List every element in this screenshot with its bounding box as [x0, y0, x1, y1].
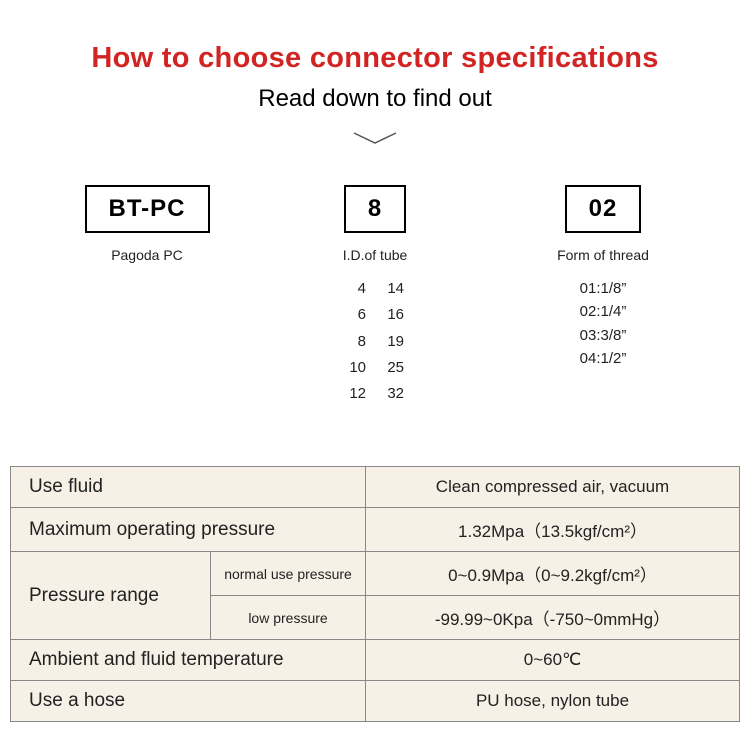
page-subtitle: Read down to find out	[0, 85, 750, 113]
thread-form-list: 01:1/8” 02:1/4” 03:3/8” 04:1/2”	[580, 277, 627, 370]
header: How to choose connector specifications R…	[0, 0, 750, 147]
code-label-tube: I.D.of tube	[343, 247, 408, 263]
spec-sublabel-low-pressure: low pressure	[211, 596, 366, 640]
chevron-down-icon	[0, 131, 750, 147]
spec-label-pressure-range: Pressure range	[11, 552, 211, 640]
spec-value-temperature: 0~60℃	[366, 640, 740, 681]
table-row: Ambient and fluid temperature 0~60℃	[11, 640, 740, 681]
spec-value-use-fluid: Clean compressed air, vacuum	[366, 467, 740, 508]
tube-size-value: 4	[346, 277, 366, 300]
code-breakdown-row: BT-PC Pagoda PC 8 I.D.of tube 4 14 6 16 …	[0, 185, 750, 405]
spec-label-temperature: Ambient and fluid temperature	[11, 640, 366, 681]
table-row: Use a hose PU hose, nylon tube	[11, 681, 740, 722]
table-row: Pressure range normal use pressure 0~0.9…	[11, 552, 740, 596]
spec-label-max-pressure: Maximum operating pressure	[11, 508, 366, 552]
code-column-model: BT-PC Pagoda PC	[77, 185, 217, 405]
table-row: Use fluid Clean compressed air, vacuum	[11, 467, 740, 508]
spec-value-hose: PU hose, nylon tube	[366, 681, 740, 722]
tube-size-value: 12	[346, 382, 366, 405]
code-column-tube: 8 I.D.of tube 4 14 6 16 8 19 10 25 12 32	[305, 185, 445, 405]
spec-label-use-fluid: Use fluid	[11, 467, 366, 508]
specifications-table: Use fluid Clean compressed air, vacuum M…	[10, 466, 740, 722]
tube-size-value: 14	[384, 277, 404, 300]
tube-size-value: 19	[384, 330, 404, 353]
code-box-thread: 02	[565, 185, 642, 233]
tube-size-value: 32	[384, 382, 404, 405]
spec-value-normal-pressure: 0~0.9Mpa（0~9.2kgf/cm²）	[366, 552, 740, 596]
spec-value-low-pressure: -99.99~0Kpa（-750~0mmHg）	[366, 596, 740, 640]
code-box-model: BT-PC	[85, 185, 210, 233]
thread-form-item: 03:3/8”	[580, 324, 627, 347]
spec-value-max-pressure: 1.32Mpa（13.5kgf/cm²）	[366, 508, 740, 552]
tube-size-value: 6	[346, 303, 366, 326]
tube-size-value: 16	[384, 303, 404, 326]
page-title: How to choose connector specifications	[0, 42, 750, 75]
code-label-model: Pagoda PC	[111, 247, 183, 263]
code-box-tube: 8	[344, 185, 406, 233]
code-column-thread: 02 Form of thread 01:1/8” 02:1/4” 03:3/8…	[533, 185, 673, 405]
spec-label-hose: Use a hose	[11, 681, 366, 722]
spec-sublabel-normal-pressure: normal use pressure	[211, 552, 366, 596]
tube-size-grid: 4 14 6 16 8 19 10 25 12 32	[346, 277, 404, 405]
table-row: Maximum operating pressure 1.32Mpa（13.5k…	[11, 508, 740, 552]
thread-form-item: 04:1/2”	[580, 347, 627, 370]
code-label-thread: Form of thread	[557, 247, 649, 263]
thread-form-item: 02:1/4”	[580, 300, 627, 323]
tube-size-value: 8	[346, 330, 366, 353]
tube-size-value: 10	[346, 356, 366, 379]
tube-size-value: 25	[384, 356, 404, 379]
thread-form-item: 01:1/8”	[580, 277, 627, 300]
